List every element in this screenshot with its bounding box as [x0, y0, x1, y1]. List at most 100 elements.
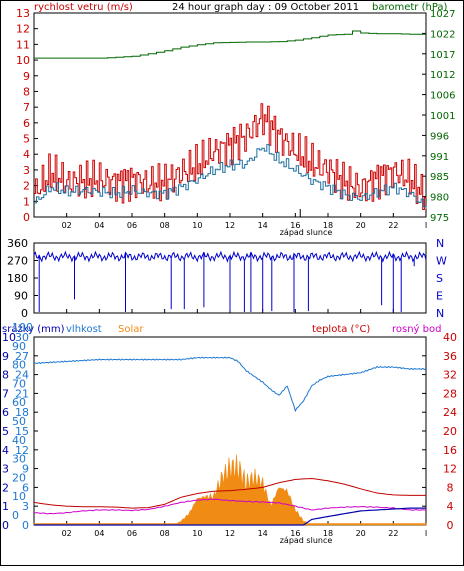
right-tick-label: 1006	[430, 91, 455, 102]
direction-tick-label: 360	[7, 237, 28, 250]
humidity-tick-label: 6	[22, 481, 29, 494]
humidity-tick-label: 18	[15, 406, 29, 419]
temperature-tick-label: 12	[443, 463, 457, 476]
direction-tick-label: 270	[7, 255, 28, 268]
x-tick-label: 16	[290, 221, 300, 230]
solar-area	[33, 454, 427, 526]
right-tick-label: 996	[430, 131, 449, 142]
x-tick-label: 10	[192, 529, 202, 538]
humidity-tick-label: 9	[22, 463, 29, 476]
rain-tick-label: 6	[2, 406, 9, 419]
temperature-series	[33, 477, 426, 509]
humidity-tick-label: 30	[15, 331, 29, 344]
rain-tick-label: 0	[2, 519, 9, 532]
rain-tick-label: 2	[2, 481, 9, 494]
x-tick-label: 02	[62, 221, 72, 230]
x-tick-label: 16	[290, 529, 300, 538]
percent-tick-label: 40	[12, 434, 26, 447]
right-tick-label: 991	[430, 152, 449, 163]
x-tick-label: 06	[127, 529, 137, 538]
left-tick-label: 6	[23, 117, 30, 130]
dewpoint-series	[34, 498, 427, 515]
left-tick-label: 11	[16, 38, 30, 51]
temperature-tick-label: 0	[447, 519, 454, 532]
x-tick-label: 04	[94, 529, 104, 538]
percent-tick-label: 70	[12, 377, 26, 390]
percent-tick-label: 80	[12, 359, 26, 372]
temperature-tick-label: 16	[443, 444, 457, 457]
x-tick-label: 14	[258, 529, 268, 538]
sunset-label-bottom: západ slunce	[280, 536, 333, 545]
x-tick-label: 12	[225, 221, 235, 230]
temperature-tick-label: 20	[443, 425, 457, 438]
right-tick-label: 980	[430, 193, 449, 204]
x-tick-label: 20	[356, 529, 366, 538]
rain-label: srážky (mm)	[2, 323, 65, 335]
humidity-tick-label: 0	[22, 519, 29, 532]
percent-tick-label: 100	[12, 321, 33, 334]
direction-tick-label: 90	[14, 290, 28, 303]
x-tick-label: 20	[356, 221, 366, 230]
x-tick-label: 12	[225, 529, 235, 538]
x-tick-label: 10	[192, 221, 202, 230]
percent-tick-label: 50	[12, 415, 26, 428]
temperature-tick-label: 8	[447, 481, 454, 494]
temperature-tick-label: 32	[443, 369, 457, 382]
temperature-tick-label: 36	[443, 350, 457, 363]
humidity-tick-label: 21	[15, 387, 29, 400]
right-tick-label: 1001	[430, 111, 455, 122]
temperature-tick-label: 28	[443, 387, 457, 400]
left-tick-label: 9	[23, 70, 30, 83]
rain-tick-label: 5	[2, 425, 9, 438]
percent-tick-label: 20	[12, 471, 26, 484]
left-tick-label: 13	[16, 7, 30, 20]
rain-tick-label: 1	[2, 500, 9, 513]
percent-tick-label: 90	[12, 340, 26, 353]
x-tick-label: 06	[127, 221, 137, 230]
rain-tick-label: 7	[2, 387, 9, 400]
compass-label: N	[436, 237, 444, 250]
wind-average-series	[34, 144, 427, 209]
barometer-label: barometr (hPa)	[372, 2, 448, 13]
sunset-label-top: západ slunce	[280, 228, 333, 237]
compass-label: S	[436, 272, 443, 285]
percent-tick-label: 10	[12, 490, 26, 503]
temperature-label: teplota (°C)	[312, 324, 370, 335]
percent-tick-label: 30	[12, 453, 26, 466]
x-tick-label: 08	[160, 529, 170, 538]
rain-tick-label: 3	[2, 463, 9, 476]
humidity-tick-label: 3	[22, 500, 29, 513]
x-tick-label: 22	[388, 529, 398, 538]
x-tick-label: 18	[323, 221, 333, 230]
right-tick-label: 1017	[430, 50, 455, 61]
left-tick-label: 1	[23, 195, 30, 208]
left-tick-label: 4	[23, 148, 30, 161]
humidity-tick-label: 15	[15, 425, 29, 438]
percent-tick-label: 60	[12, 396, 26, 409]
humidity-tick-label: 24	[15, 369, 29, 382]
x-tick-label: I	[425, 529, 427, 538]
x-tick-label: 08	[160, 221, 170, 230]
rain-tick-label: 9	[2, 350, 9, 363]
right-tick-label: 1012	[430, 70, 455, 81]
right-tick-label: 1022	[430, 29, 455, 40]
left-tick-label: 8	[23, 85, 30, 98]
pressure-series	[34, 30, 426, 59]
wind-direction-series	[33, 250, 427, 312]
left-tick-label: 3	[23, 164, 30, 177]
direction-tick-label: 0	[21, 307, 28, 320]
wind-speed-label: rychlost vetru (m/s)	[34, 2, 133, 13]
wind-pressure-panel: 0123456789101112139759809859919961001100…	[16, 7, 455, 230]
x-tick-label: 02	[62, 529, 72, 538]
chart-title: 24 hour graph day : 09 October 2011	[172, 2, 359, 13]
x-tick-label: 22	[388, 221, 398, 230]
x-tick-label: I	[425, 221, 427, 230]
humidity-tick-label: 27	[15, 350, 29, 363]
x-tick-label: 18	[323, 529, 333, 538]
temperature-tick-label: 40	[443, 331, 457, 344]
left-tick-label: 10	[16, 54, 30, 67]
compass-label: N	[436, 307, 444, 320]
